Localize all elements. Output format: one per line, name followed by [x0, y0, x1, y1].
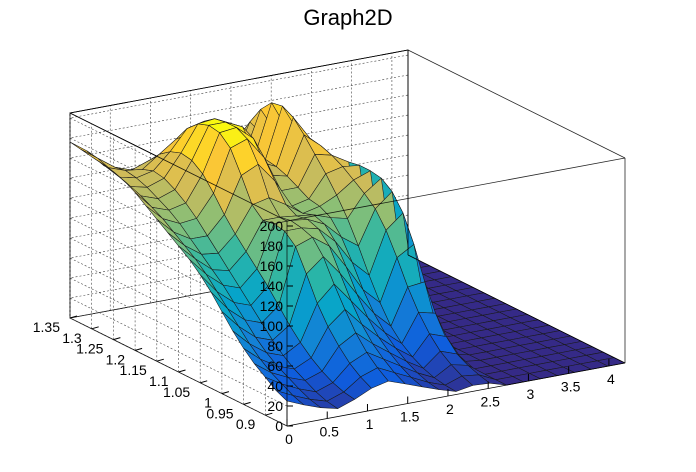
y-tick: [134, 347, 143, 351]
z-tick-label: 0: [275, 418, 283, 434]
z-tick-label: 180: [260, 238, 284, 254]
y-tick-label: 1.1: [149, 373, 169, 389]
y-tick: [113, 337, 121, 341]
z-tick-label: 200: [260, 218, 284, 234]
y-tick-label: 1.2: [106, 351, 126, 367]
chart-title: Graph2D: [303, 5, 392, 30]
frame-edge: [407, 254, 626, 364]
frame-edge: [69, 49, 409, 114]
x-tick-label: 4: [607, 371, 615, 387]
axis-layer: 0 20 40 60 80 100 120 140 160 180 200 0 0.5 1 1.5 2 2.5 3…: [33, 218, 615, 447]
x-tick-label: 3.5: [561, 379, 581, 395]
z-gridline: [69, 194, 409, 367]
z-tick-label: 20: [267, 398, 283, 414]
y-tick-label: 1.35: [33, 319, 60, 335]
frame-edge: [69, 112, 288, 222]
y-tick-label: 0.95: [206, 405, 233, 421]
z-tick-label: 100: [260, 318, 284, 334]
x-tick-label: 3: [527, 386, 535, 402]
y-tick: [91, 326, 99, 330]
y-tick: [221, 391, 230, 395]
y-tick-label: 1.3: [62, 330, 82, 346]
z-gridline: [69, 174, 409, 347]
z-tick-label: 120: [260, 298, 284, 314]
y-tick-label: 1.15: [120, 362, 147, 378]
surface-layer: [69, 102, 626, 409]
y-tick: [265, 412, 273, 416]
x-tick-label: 1: [366, 416, 374, 432]
z-tick-label: 140: [260, 278, 284, 294]
z-gridline: [69, 234, 409, 407]
y-tick-label: 1.25: [76, 341, 103, 357]
x-tick-label: 0: [285, 431, 293, 447]
z-tick-label: 160: [260, 258, 284, 274]
x-tick-label: 1.5: [400, 409, 420, 425]
frame-edge: [286, 157, 626, 222]
x-tick-label: 0.5: [320, 424, 340, 440]
z-tick-label: 60: [267, 358, 283, 374]
y-tick-label: 0.9: [236, 416, 256, 432]
y-tick-label: 1: [204, 395, 212, 411]
y-tick-label: 1.05: [163, 384, 190, 400]
y-tick: [178, 369, 186, 373]
x-tick-label: 2.5: [480, 394, 500, 410]
frame-edge: [407, 49, 626, 159]
z-tick-label: 80: [267, 338, 283, 354]
y-tick: [156, 358, 164, 362]
z-gridline: [69, 254, 409, 427]
z-gridline: [69, 214, 409, 387]
z-tick-label: 40: [267, 378, 283, 394]
frame-layer: [69, 49, 626, 427]
x-tick-label: 2: [446, 401, 454, 417]
y-tick: [69, 315, 78, 319]
y-tick: [243, 401, 251, 405]
y-tick: [200, 380, 208, 384]
